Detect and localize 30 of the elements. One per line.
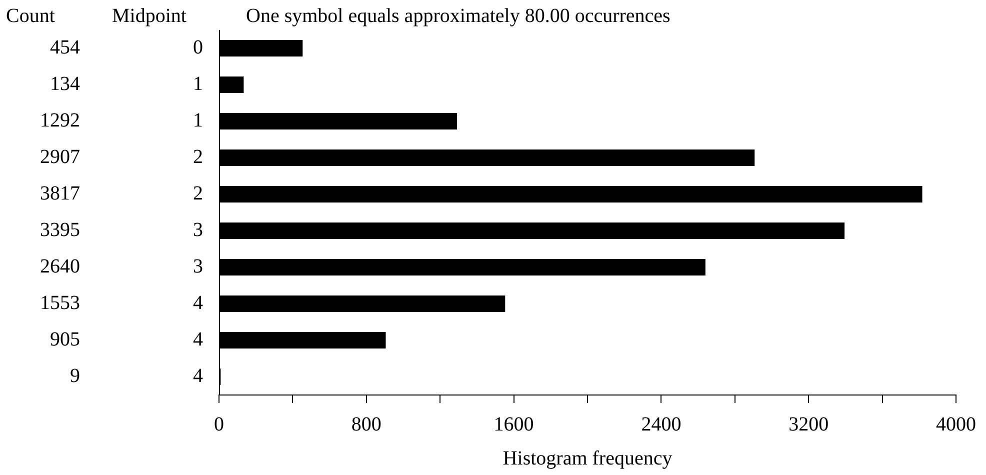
data-label: 2907 bbox=[40, 146, 80, 168]
data-label: 9 bbox=[70, 365, 80, 387]
x-tick-label: 1600 bbox=[494, 413, 534, 436]
data-label: 3817 bbox=[40, 182, 80, 204]
data-label: 454 bbox=[50, 36, 80, 58]
data-label: 1553 bbox=[40, 292, 80, 314]
y-tick-label: 2 bbox=[193, 182, 203, 204]
x-tick-label: 2400 bbox=[641, 413, 682, 436]
data-label: 3395 bbox=[40, 219, 80, 241]
y-tick-label: 1 bbox=[193, 110, 203, 132]
chart-title: One symbol equals approximately 80.00 occurrences bbox=[246, 5, 671, 27]
data-label: 134 bbox=[50, 73, 80, 95]
data-label: 905 bbox=[50, 328, 80, 350]
x-tick-label: 4000 bbox=[936, 413, 976, 436]
y-tick-label: 4 bbox=[193, 365, 203, 387]
y-tick-label: 3 bbox=[193, 256, 203, 278]
data-label: 2640 bbox=[40, 256, 80, 278]
x-axis-title: Histogram frequency bbox=[502, 447, 672, 470]
y-tick-label: 3 bbox=[193, 219, 203, 241]
y-tick-label: 4 bbox=[193, 328, 203, 350]
y-tick-label: 0 bbox=[193, 36, 203, 58]
x-tick-label: 3200 bbox=[788, 413, 829, 436]
x-tick-label: 800 bbox=[351, 413, 382, 436]
y-axis-title: Midpoint bbox=[112, 5, 187, 27]
y-tick-label: 2 bbox=[193, 146, 203, 168]
y-tick-label: 4 bbox=[193, 292, 203, 314]
x-tick-label: 0 bbox=[214, 413, 224, 436]
text: Count bbox=[6, 5, 56, 27]
data-label: 1292 bbox=[40, 110, 80, 132]
y-tick-label: 1 bbox=[193, 73, 203, 95]
